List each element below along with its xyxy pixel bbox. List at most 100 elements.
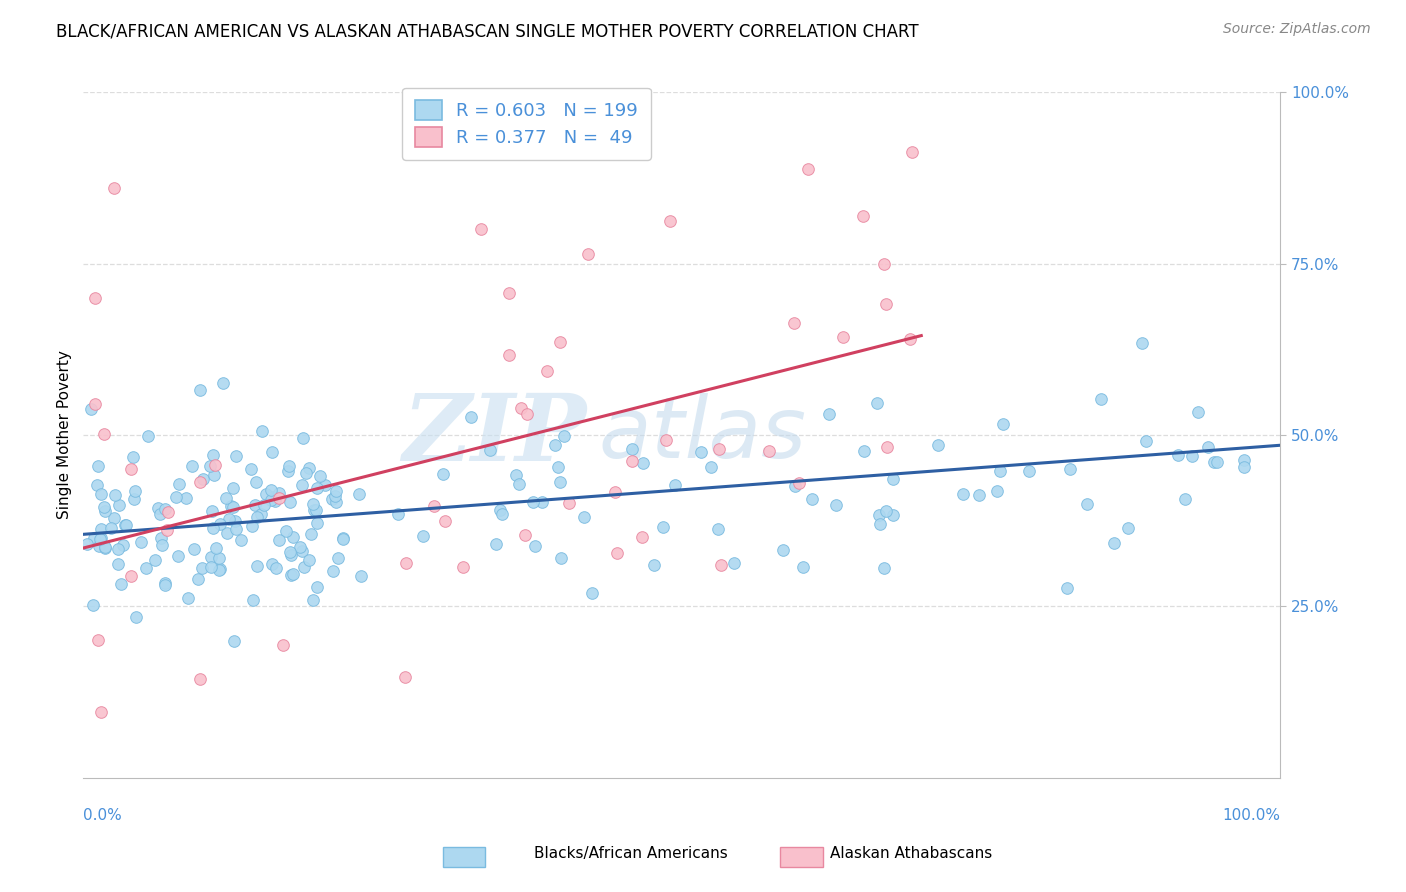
Point xyxy=(543,438,565,452)
Point xyxy=(508,477,530,491)
Point xyxy=(1167,448,1189,462)
Point xyxy=(202,448,225,462)
Point xyxy=(550,475,572,489)
Point xyxy=(876,440,898,454)
Point xyxy=(153,578,176,592)
Point xyxy=(304,502,326,516)
Point xyxy=(103,511,125,525)
Point xyxy=(621,454,644,468)
Point xyxy=(1056,582,1078,596)
Point xyxy=(299,527,322,541)
Point xyxy=(659,213,682,227)
Text: Alaskan Athabascans: Alaskan Athabascans xyxy=(830,846,991,861)
Point xyxy=(83,291,105,305)
Point xyxy=(1135,434,1157,448)
Point xyxy=(852,444,875,458)
Point xyxy=(250,424,273,438)
Point xyxy=(298,553,321,567)
Point xyxy=(553,429,575,443)
Point xyxy=(169,477,191,491)
Point xyxy=(204,458,226,473)
Point xyxy=(187,572,209,586)
Point xyxy=(183,542,205,557)
Point xyxy=(250,508,273,522)
Point xyxy=(550,550,572,565)
Point xyxy=(94,504,117,518)
Point xyxy=(630,530,652,544)
Point xyxy=(146,501,169,516)
Point xyxy=(278,458,301,473)
Point xyxy=(215,526,238,541)
Point xyxy=(606,546,628,560)
Point xyxy=(149,531,172,545)
Point xyxy=(900,145,922,160)
Point xyxy=(1233,459,1256,474)
Point xyxy=(166,549,188,563)
Point xyxy=(498,348,520,362)
Point xyxy=(135,561,157,575)
Point xyxy=(783,316,806,330)
Point xyxy=(80,402,103,417)
Point xyxy=(136,429,159,443)
Point xyxy=(181,459,204,474)
Point xyxy=(90,531,112,545)
Point xyxy=(307,580,329,594)
Point xyxy=(423,499,446,513)
Point xyxy=(1197,440,1219,454)
Point xyxy=(305,503,328,517)
Point xyxy=(219,499,242,513)
Point xyxy=(100,520,122,534)
Text: atlas: atlas xyxy=(598,393,806,476)
Point xyxy=(308,469,330,483)
Point xyxy=(240,461,263,475)
Point xyxy=(690,445,713,459)
Point xyxy=(325,495,347,509)
Point xyxy=(524,539,547,553)
Point xyxy=(269,485,291,500)
Point xyxy=(347,487,370,501)
Point xyxy=(873,257,896,271)
Point xyxy=(107,498,129,512)
Point xyxy=(212,376,235,390)
Point xyxy=(90,486,112,500)
Point xyxy=(664,477,686,491)
Point xyxy=(110,577,132,591)
Point xyxy=(222,500,245,514)
Point xyxy=(188,672,211,686)
Point xyxy=(332,531,354,545)
Point xyxy=(93,427,115,442)
Point xyxy=(208,563,231,577)
Point xyxy=(643,558,665,572)
Point xyxy=(242,593,264,607)
Point xyxy=(271,639,294,653)
Point xyxy=(205,541,228,555)
Point xyxy=(204,467,226,482)
Point xyxy=(522,494,544,508)
Point xyxy=(112,538,135,552)
Point xyxy=(240,518,263,533)
Point xyxy=(432,467,454,482)
Point xyxy=(290,540,312,554)
Point xyxy=(202,520,225,534)
Point xyxy=(254,487,277,501)
Point xyxy=(209,516,232,531)
Point xyxy=(245,475,267,490)
Point xyxy=(107,558,129,572)
Point xyxy=(90,705,112,719)
Point xyxy=(1104,536,1126,550)
Point xyxy=(176,591,198,606)
Point xyxy=(87,539,110,553)
Point xyxy=(129,535,152,549)
Point xyxy=(93,500,115,514)
Point xyxy=(510,401,533,415)
Point xyxy=(1187,405,1209,419)
Point xyxy=(572,509,595,524)
Point xyxy=(557,496,579,510)
Point xyxy=(723,556,745,570)
Y-axis label: Single Mother Poverty: Single Mother Poverty xyxy=(58,351,72,519)
Point xyxy=(225,449,247,463)
Point xyxy=(82,599,104,613)
Point xyxy=(1018,464,1040,478)
Point xyxy=(882,508,904,523)
Text: Blacks/African Americans: Blacks/African Americans xyxy=(534,846,728,861)
